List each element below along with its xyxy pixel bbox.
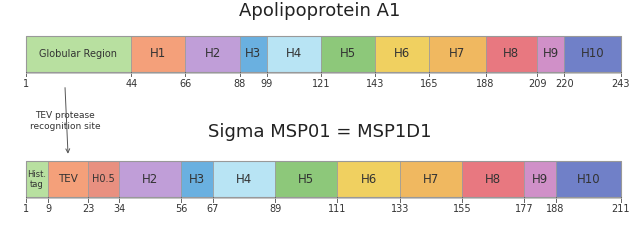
FancyBboxPatch shape [88, 161, 119, 197]
Text: 211: 211 [612, 204, 630, 214]
Text: 209: 209 [528, 79, 547, 89]
Text: 89: 89 [269, 204, 281, 214]
FancyBboxPatch shape [119, 161, 182, 197]
FancyBboxPatch shape [524, 161, 556, 197]
Text: 177: 177 [515, 204, 534, 214]
Text: H10: H10 [577, 173, 600, 186]
Text: 66: 66 [179, 79, 191, 89]
Text: 99: 99 [260, 79, 273, 89]
Text: H8: H8 [485, 173, 501, 186]
Text: 143: 143 [365, 79, 384, 89]
Text: 121: 121 [312, 79, 330, 89]
Text: 243: 243 [612, 79, 630, 89]
Text: H9: H9 [532, 173, 548, 186]
FancyBboxPatch shape [182, 161, 212, 197]
FancyBboxPatch shape [537, 36, 564, 72]
Text: H8: H8 [503, 47, 520, 60]
Text: 23: 23 [82, 204, 94, 214]
FancyBboxPatch shape [26, 36, 131, 72]
Text: H5: H5 [340, 47, 356, 60]
Text: 1: 1 [22, 204, 29, 214]
Text: 88: 88 [234, 79, 246, 89]
FancyBboxPatch shape [337, 161, 400, 197]
FancyBboxPatch shape [486, 36, 537, 72]
FancyBboxPatch shape [462, 161, 524, 197]
FancyBboxPatch shape [212, 161, 275, 197]
Text: H3: H3 [245, 47, 261, 60]
Text: H6: H6 [394, 47, 410, 60]
Text: TEV protease
recognition site: TEV protease recognition site [29, 111, 100, 130]
FancyBboxPatch shape [239, 36, 267, 72]
FancyBboxPatch shape [556, 161, 621, 197]
FancyBboxPatch shape [400, 161, 462, 197]
Text: H0.5: H0.5 [92, 174, 115, 184]
Text: 155: 155 [452, 204, 472, 214]
Text: 165: 165 [420, 79, 438, 89]
Text: 133: 133 [390, 204, 409, 214]
Text: 34: 34 [113, 204, 125, 214]
Text: H3: H3 [189, 173, 205, 186]
FancyBboxPatch shape [131, 36, 186, 72]
Text: 188: 188 [547, 204, 564, 214]
Text: 9: 9 [45, 204, 51, 214]
Text: H7: H7 [449, 47, 465, 60]
Text: H2: H2 [142, 173, 159, 186]
FancyBboxPatch shape [186, 36, 239, 72]
Text: Globular Region: Globular Region [40, 49, 118, 59]
Text: Sigma MSP01 = MSP1D1: Sigma MSP01 = MSP1D1 [208, 123, 432, 141]
Text: 67: 67 [207, 204, 219, 214]
Text: H7: H7 [423, 173, 439, 186]
FancyBboxPatch shape [429, 36, 486, 72]
Text: H10: H10 [580, 47, 604, 60]
Text: 220: 220 [555, 79, 573, 89]
Text: 56: 56 [175, 204, 188, 214]
Text: TEV: TEV [58, 174, 78, 184]
Text: H5: H5 [298, 173, 314, 186]
Text: 1: 1 [22, 79, 29, 89]
Text: H6: H6 [360, 173, 377, 186]
Text: H9: H9 [543, 47, 559, 60]
FancyBboxPatch shape [321, 36, 375, 72]
Text: H2: H2 [204, 47, 221, 60]
FancyBboxPatch shape [564, 36, 621, 72]
FancyBboxPatch shape [48, 161, 88, 197]
Text: Hist.
tag: Hist. tag [28, 170, 47, 189]
Text: 44: 44 [125, 79, 138, 89]
FancyBboxPatch shape [275, 161, 337, 197]
FancyBboxPatch shape [267, 36, 321, 72]
FancyBboxPatch shape [26, 161, 48, 197]
Text: H1: H1 [150, 47, 166, 60]
Text: 111: 111 [328, 204, 346, 214]
FancyBboxPatch shape [375, 36, 429, 72]
Text: 188: 188 [476, 79, 495, 89]
Text: H4: H4 [236, 173, 252, 186]
Text: H4: H4 [285, 47, 302, 60]
Text: Apolipoprotein A1: Apolipoprotein A1 [239, 2, 401, 20]
